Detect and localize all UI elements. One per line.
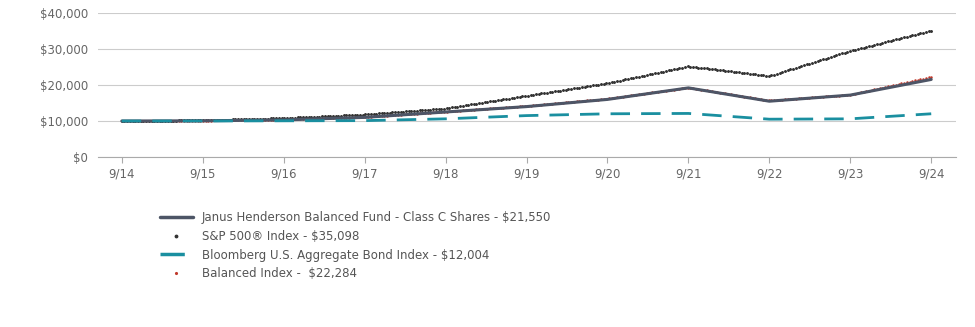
S&P 500® Index - $35,098: [598, 82, 609, 86]
Janus Henderson Balanced Fund - Class C Shares - $21,550: [763, 99, 775, 103]
Line: Balanced Index -  $22,284: Balanced Index - $22,284: [121, 76, 932, 122]
Balanced Index -  $22,284: [849, 92, 861, 95]
Bloomberg U.S. Aggregate Bond Index - $12,004: [521, 113, 532, 117]
S&P 500® Index - $35,098: [611, 79, 623, 83]
Bloomberg U.S. Aggregate Bond Index - $12,004: [440, 117, 451, 121]
S&P 500® Index - $35,098: [119, 119, 131, 123]
Bloomberg U.S. Aggregate Bond Index - $12,004: [278, 119, 290, 123]
Janus Henderson Balanced Fund - Class C Shares - $21,550: [278, 118, 290, 122]
Bloomberg U.S. Aggregate Bond Index - $12,004: [359, 119, 370, 123]
Bloomberg U.S. Aggregate Bond Index - $12,004: [116, 119, 128, 123]
Janus Henderson Balanced Fund - Class C Shares - $21,550: [521, 105, 532, 109]
Balanced Index -  $22,284: [595, 97, 606, 101]
Janus Henderson Balanced Fund - Class C Shares - $21,550: [602, 97, 613, 101]
S&P 500® Index - $35,098: [116, 119, 128, 123]
S&P 500® Index - $35,098: [925, 29, 937, 33]
Bloomberg U.S. Aggregate Bond Index - $12,004: [197, 119, 209, 123]
S&P 500® Index - $35,098: [849, 48, 861, 52]
Line: Bloomberg U.S. Aggregate Bond Index - $12,004: Bloomberg U.S. Aggregate Bond Index - $1…: [122, 113, 931, 121]
Line: Janus Henderson Balanced Fund - Class C Shares - $21,550: Janus Henderson Balanced Fund - Class C …: [122, 79, 931, 121]
Balanced Index -  $22,284: [925, 75, 937, 79]
Balanced Index -  $22,284: [116, 119, 128, 123]
S&P 500® Index - $35,098: [799, 63, 810, 67]
Balanced Index -  $22,284: [119, 119, 131, 123]
Balanced Index -  $22,284: [799, 96, 810, 100]
Janus Henderson Balanced Fund - Class C Shares - $21,550: [440, 110, 451, 114]
Janus Henderson Balanced Fund - Class C Shares - $21,550: [925, 77, 937, 81]
Janus Henderson Balanced Fund - Class C Shares - $21,550: [197, 119, 209, 123]
Bloomberg U.S. Aggregate Bond Index - $12,004: [682, 112, 694, 115]
Bloomberg U.S. Aggregate Bond Index - $12,004: [844, 117, 856, 121]
Bloomberg U.S. Aggregate Bond Index - $12,004: [602, 112, 613, 116]
Janus Henderson Balanced Fund - Class C Shares - $21,550: [682, 86, 694, 90]
Janus Henderson Balanced Fund - Class C Shares - $21,550: [359, 115, 370, 119]
Balanced Index -  $22,284: [611, 95, 623, 99]
S&P 500® Index - $35,098: [595, 82, 606, 86]
Legend: Janus Henderson Balanced Fund - Class C Shares - $21,550, S&P 500® Index - $35,0: Janus Henderson Balanced Fund - Class C …: [155, 206, 556, 285]
Balanced Index -  $22,284: [598, 97, 609, 101]
Janus Henderson Balanced Fund - Class C Shares - $21,550: [116, 119, 128, 123]
Janus Henderson Balanced Fund - Class C Shares - $21,550: [844, 93, 856, 97]
Line: S&P 500® Index - $35,098: S&P 500® Index - $35,098: [120, 29, 933, 123]
Bloomberg U.S. Aggregate Bond Index - $12,004: [763, 117, 775, 121]
Bloomberg U.S. Aggregate Bond Index - $12,004: [925, 112, 937, 116]
